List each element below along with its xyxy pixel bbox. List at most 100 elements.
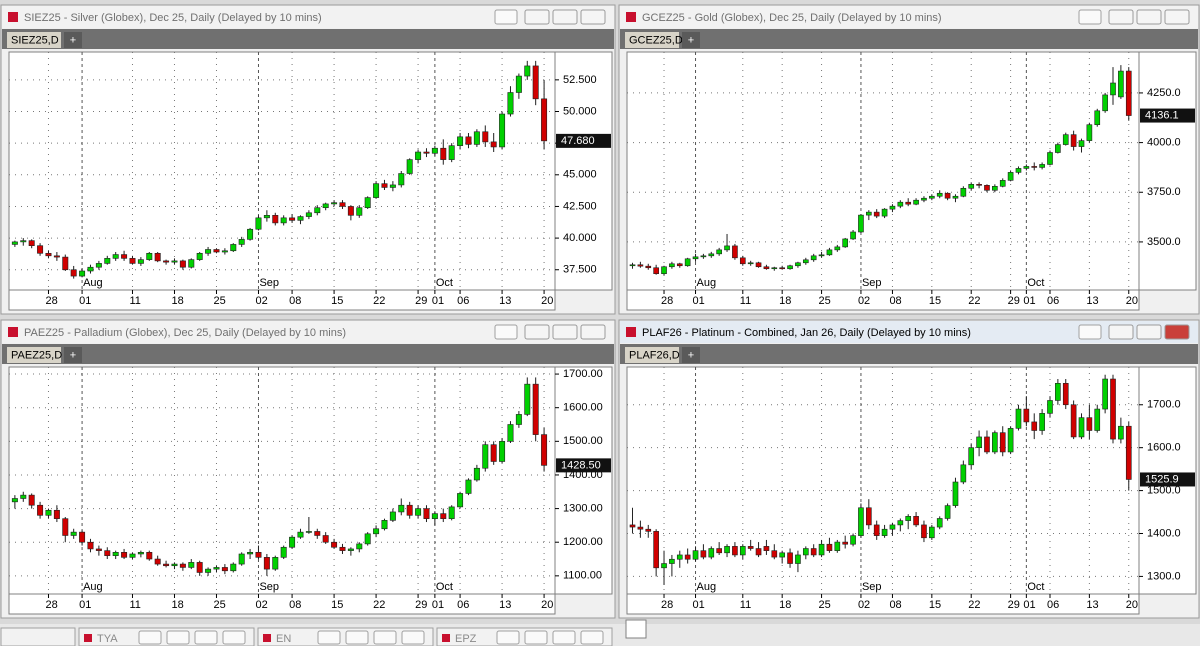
link-button[interactable]: [494, 9, 518, 25]
candle-body: [62, 518, 69, 536]
candle-body: [507, 424, 514, 442]
link-button[interactable]: [1078, 324, 1102, 340]
tab[interactable]: [625, 32, 679, 48]
candle-body: [28, 494, 35, 506]
new-tab-button[interactable]: [64, 32, 82, 48]
candle-body: [473, 131, 480, 145]
candle-body: [1047, 152, 1053, 165]
minimized-button[interactable]: [496, 630, 520, 645]
x-tick-label: 22: [373, 599, 385, 611]
x-tick-label: 01: [693, 295, 705, 307]
restore-button[interactable]: [1136, 9, 1162, 25]
link-button[interactable]: [1078, 9, 1102, 25]
last-price-label: 1525.9: [1145, 473, 1179, 485]
minimized-button[interactable]: [373, 630, 397, 645]
candle-body: [415, 151, 422, 160]
y-tick-label: 42.500: [563, 200, 597, 212]
x-tick-label: 25: [213, 295, 225, 307]
x-tick-label: 08: [289, 599, 301, 611]
x-tick-label: 15: [331, 599, 343, 611]
candle-body: [28, 240, 35, 246]
title-bar: [620, 6, 1198, 28]
minimized-button[interactable]: [222, 630, 246, 645]
candle-body: [415, 508, 422, 516]
restore-button[interactable]: [552, 324, 578, 340]
candle-body: [810, 255, 817, 261]
x-tick-label: 25: [213, 599, 225, 611]
candle-body: [188, 562, 195, 568]
minimized-window[interactable]: [0, 627, 76, 646]
candle-body: [771, 550, 778, 558]
candle-body: [482, 131, 489, 143]
minimized-button[interactable]: [345, 630, 369, 645]
candle-body: [45, 509, 52, 516]
close-button[interactable]: [580, 9, 606, 25]
month-label: Sep: [259, 581, 279, 593]
x-tick-label: 01: [693, 599, 705, 611]
minimize-button[interactable]: [1108, 9, 1134, 25]
tab[interactable]: [625, 347, 679, 363]
tab[interactable]: [7, 32, 61, 48]
minimized-button[interactable]: [166, 630, 190, 645]
candle-body: [1118, 70, 1124, 98]
x-tick-label: 18: [779, 599, 791, 611]
candle-body: [637, 526, 644, 530]
candle-body: [905, 201, 912, 205]
minimized-button[interactable]: [401, 630, 425, 645]
minimized-icon: [442, 634, 450, 642]
candle-body: [331, 541, 338, 548]
candle-body: [230, 244, 237, 252]
minimized-button[interactable]: [524, 630, 548, 645]
candle-body: [661, 266, 667, 275]
x-tick-label: 13: [1086, 295, 1098, 307]
minimized-button[interactable]: [317, 630, 341, 645]
restore-button[interactable]: [1136, 324, 1162, 340]
candle-body: [1078, 140, 1085, 147]
candle-body: [1094, 110, 1101, 126]
new-tab-button[interactable]: [682, 347, 700, 363]
candle-body: [171, 260, 178, 263]
candle-body: [112, 551, 119, 556]
candle-body: [322, 203, 329, 209]
link-button[interactable]: [494, 324, 518, 340]
candle-body: [163, 260, 170, 263]
tab[interactable]: [7, 347, 61, 363]
candle-body: [889, 524, 896, 530]
minimize-button[interactable]: [524, 9, 550, 25]
candle-body: [984, 185, 990, 191]
new-tab-button[interactable]: [64, 347, 82, 363]
minimized-button[interactable]: [194, 630, 218, 645]
restore-button[interactable]: [552, 9, 578, 25]
new-tab-button[interactable]: [682, 32, 700, 48]
candle-body: [129, 258, 136, 264]
minimize-button[interactable]: [524, 324, 550, 340]
candle-body: [661, 563, 667, 569]
candle-body: [913, 199, 919, 205]
candle-body: [423, 508, 430, 519]
candle-body: [465, 479, 472, 494]
y-tick-label: 1200.00: [563, 536, 603, 548]
minimized-button[interactable]: [138, 630, 162, 645]
candle-body: [952, 481, 959, 506]
x-tick-label: 20: [1126, 295, 1138, 307]
candle-body: [732, 245, 738, 259]
minimized-button[interactable]: [552, 630, 576, 645]
candle-body: [850, 231, 856, 240]
close-button[interactable]: [580, 324, 606, 340]
minimized-button[interactable]: [580, 630, 604, 645]
close-button[interactable]: [1164, 324, 1190, 340]
candle-body: [1055, 383, 1061, 401]
candle-body: [1031, 166, 1038, 168]
candle-body: [373, 528, 380, 535]
candle-body: [87, 266, 94, 272]
x-tick-label: 18: [171, 599, 183, 611]
close-button[interactable]: [1164, 9, 1190, 25]
x-tick-label: 25: [819, 599, 831, 611]
candle-body: [1031, 421, 1038, 431]
minimize-button[interactable]: [1108, 324, 1134, 340]
x-tick-label: 28: [45, 295, 57, 307]
x-tick-label: 13: [499, 599, 511, 611]
candle-body: [490, 444, 497, 462]
month-label: Aug: [83, 277, 103, 289]
candle-body: [213, 249, 220, 253]
